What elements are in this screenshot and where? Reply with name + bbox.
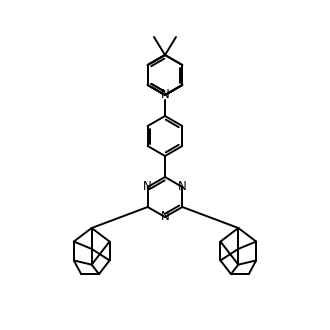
Text: N: N bbox=[161, 211, 169, 223]
Text: N: N bbox=[161, 88, 169, 102]
Text: N: N bbox=[143, 181, 152, 193]
Text: N: N bbox=[178, 181, 187, 193]
